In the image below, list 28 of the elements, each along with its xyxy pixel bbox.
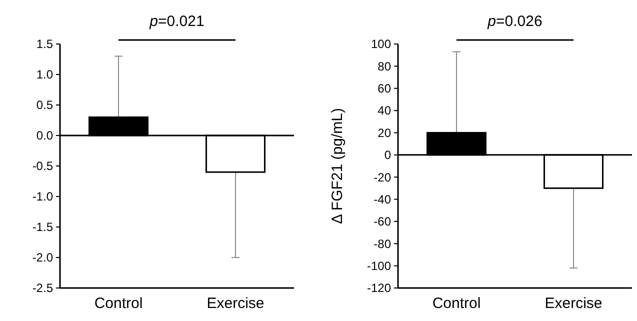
y-tick-label: 40 (378, 104, 392, 118)
y-tick-label: -40 (374, 192, 392, 206)
x-tick-label: Exercise (206, 295, 264, 312)
y-tick-label: 0.0 (36, 128, 54, 143)
y-tick-label: -2.0 (32, 250, 54, 265)
x-tick-label: Control (94, 295, 143, 312)
y-tick-label: -120 (366, 281, 392, 296)
y-tick-label: -80 (374, 236, 392, 251)
text: p=0.021 (148, 13, 204, 30)
y-tick-label: 1.5 (36, 37, 54, 52)
y-tick-label: 20 (378, 126, 392, 140)
y-tick-label: 1.0 (36, 68, 54, 82)
y-tick-label: 0 (384, 148, 392, 162)
y-tick-label: -1.5 (32, 220, 54, 234)
y-tick-label: -100 (366, 259, 392, 274)
y-axis-title: Δ FGF21 (pg/mL) (329, 108, 346, 224)
y-tick-label: 80 (378, 59, 392, 74)
y-tick-label: -2.5 (32, 281, 54, 296)
y-tick-label: -20 (374, 170, 392, 184)
x-tick-label: Control (432, 295, 481, 312)
y-tick-label: -1.0 (32, 190, 54, 204)
text: p=0.026 (486, 13, 542, 30)
y-tick-label: 100 (370, 37, 392, 52)
y-tick-label: -60 (374, 214, 392, 229)
y-tick-label: 60 (378, 82, 392, 96)
y-tick-label: -0.5 (32, 159, 54, 174)
x-tick-label: Exercise (544, 295, 602, 312)
y-tick-label: 0.5 (36, 98, 54, 112)
